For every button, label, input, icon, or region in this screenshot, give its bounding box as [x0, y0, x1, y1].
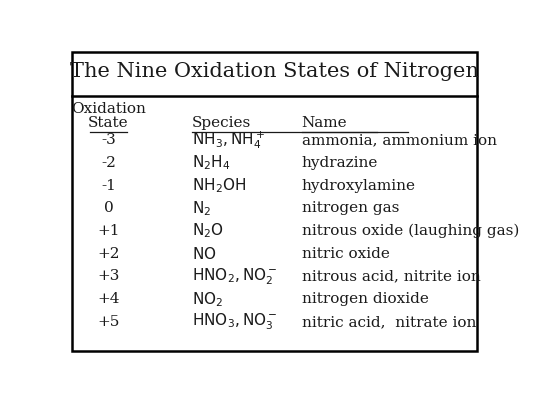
Text: $\mathrm{N_2O}$: $\mathrm{N_2O}$ [192, 221, 224, 240]
Text: $\mathrm{NO}$: $\mathrm{NO}$ [192, 246, 216, 262]
Text: +4: +4 [98, 292, 120, 306]
Text: $\mathrm{NO_2}$: $\mathrm{NO_2}$ [192, 290, 223, 308]
Text: hydroxylamine: hydroxylamine [302, 178, 416, 193]
Text: 0: 0 [103, 201, 114, 215]
Text: Oxidation: Oxidation [71, 102, 146, 117]
Text: $\mathrm{HNO_3 , NO_3^-}$: $\mathrm{HNO_3 , NO_3^-}$ [192, 312, 277, 332]
Text: +5: +5 [98, 315, 120, 329]
Text: Name: Name [302, 116, 347, 130]
Text: +1: +1 [98, 224, 120, 238]
Text: Species: Species [192, 116, 251, 130]
Text: $\mathrm{NH_2OH}$: $\mathrm{NH_2OH}$ [192, 176, 246, 195]
Text: -2: -2 [101, 156, 116, 170]
Text: nitric oxide: nitric oxide [302, 247, 390, 261]
Text: hydrazine: hydrazine [302, 156, 378, 170]
Text: nitrogen dioxide: nitrogen dioxide [302, 292, 429, 306]
Text: nitrogen gas: nitrogen gas [302, 201, 399, 215]
Text: ammonia, ammonium ion: ammonia, ammonium ion [302, 133, 497, 147]
Text: The Nine Oxidation States of Nitrogen: The Nine Oxidation States of Nitrogen [70, 62, 479, 81]
FancyBboxPatch shape [72, 51, 478, 352]
Text: $\mathrm{N_2}$: $\mathrm{N_2}$ [192, 199, 211, 217]
Text: nitrous acid, nitrite ion: nitrous acid, nitrite ion [302, 269, 480, 283]
Text: +2: +2 [98, 247, 120, 261]
Text: nitrous oxide (laughing gas): nitrous oxide (laughing gas) [302, 224, 519, 238]
Text: $\mathrm{HNO_2 , NO_2^-}$: $\mathrm{HNO_2 , NO_2^-}$ [192, 266, 277, 287]
Text: -3: -3 [101, 133, 116, 147]
Text: $\mathrm{NH_3, NH_4^+}$: $\mathrm{NH_3, NH_4^+}$ [192, 129, 265, 151]
Text: $\mathrm{N_2 H_4}$: $\mathrm{N_2 H_4}$ [192, 154, 230, 172]
Text: State: State [88, 116, 129, 130]
Text: +3: +3 [98, 269, 120, 283]
Text: nitric acid,  nitrate ion: nitric acid, nitrate ion [302, 315, 476, 329]
Text: -1: -1 [101, 178, 116, 193]
